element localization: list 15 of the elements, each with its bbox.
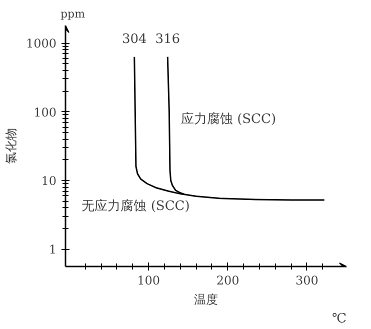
series-label: 316 <box>155 32 180 47</box>
x-tick-label: 200 <box>216 274 240 288</box>
y-tick-label: 1000 <box>26 36 57 51</box>
x-tick-label: 300 <box>295 274 318 288</box>
x-tick-label: 100 <box>137 274 160 288</box>
y-tick-label: 100 <box>34 105 56 120</box>
y-tick-label: 10 <box>41 174 57 188</box>
text: ℃ <box>332 312 347 326</box>
y-axis-title: 氯化物 <box>4 128 18 164</box>
annotation: 应力腐蚀 (SCC) <box>180 110 276 127</box>
annotation: 无应力腐蚀 (SCC) <box>82 198 190 214</box>
x-axis-title: 温度 <box>194 292 218 306</box>
text: ppm <box>60 8 86 20</box>
series-label: 304 <box>122 32 147 47</box>
y-tick-label: 1 <box>48 242 57 257</box>
